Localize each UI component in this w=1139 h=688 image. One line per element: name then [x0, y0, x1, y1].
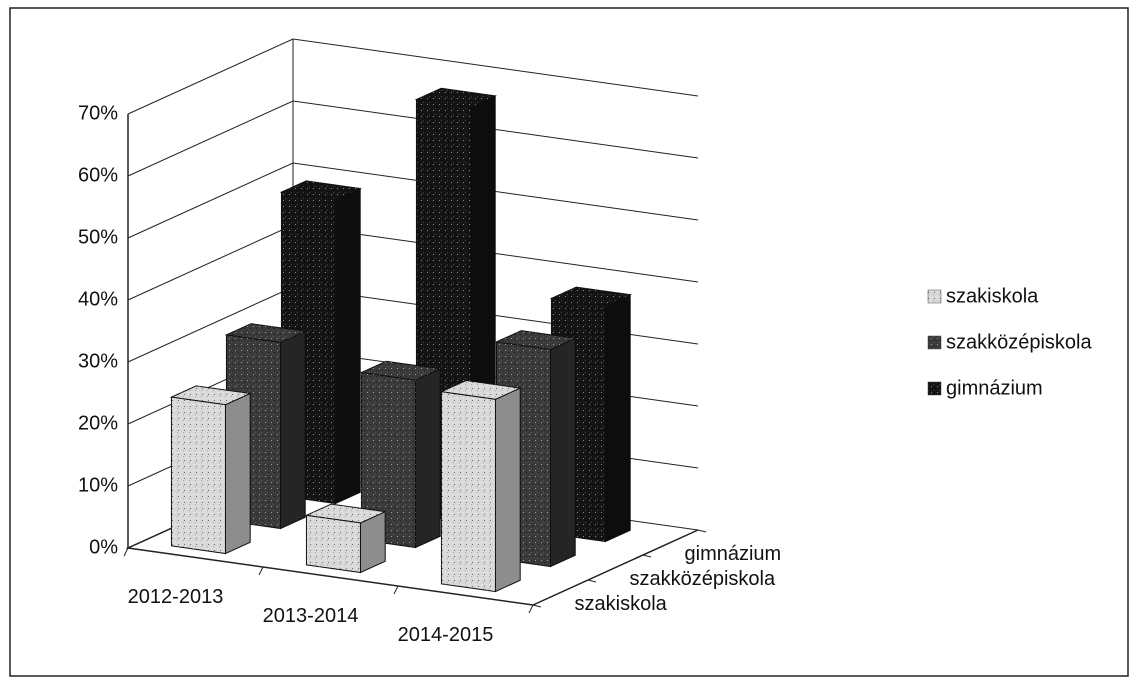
x-tick	[528, 604, 534, 614]
bar-front-pattern	[171, 397, 226, 554]
y-tick-label: 50%	[78, 226, 118, 248]
depth-tick	[697, 529, 707, 533]
x-tick-label: 2013-2014	[263, 605, 359, 627]
bar-side-shade	[280, 331, 306, 529]
x-tick	[393, 585, 399, 595]
bar-top-pattern	[551, 287, 631, 306]
y-tick-label: 70%	[78, 102, 118, 124]
legend-label: szakközépiskola	[946, 331, 1093, 353]
bar	[304, 503, 387, 574]
legend-swatch-pattern	[928, 382, 941, 395]
bar-top-pattern	[226, 323, 306, 343]
depth-tick-label: gimnázium	[685, 543, 782, 565]
bar-top-pattern	[281, 180, 361, 200]
bar-front-pattern	[361, 372, 416, 548]
y-tick-label: 60%	[78, 164, 118, 186]
y-tick-label: 30%	[78, 350, 118, 372]
bar-side-shade	[225, 393, 251, 554]
depth-tick	[532, 604, 542, 608]
x-tick-label: 2014-2015	[398, 624, 494, 646]
depth-tick	[587, 579, 597, 583]
bar	[359, 360, 442, 549]
bar-top-pattern	[306, 504, 386, 523]
bar-top-pattern	[441, 380, 521, 400]
legend-label: gimnázium	[946, 377, 1043, 399]
y-tick-label: 40%	[78, 288, 118, 310]
bar-top-pattern	[171, 385, 251, 405]
bar-top-pattern	[416, 88, 496, 108]
grid-line	[127, 100, 699, 177]
depth-tick-label: szakközépiskola	[630, 568, 777, 590]
bar-front-pattern	[441, 391, 496, 592]
legend-label: szakiskola	[946, 285, 1039, 307]
bar-side-shade	[495, 388, 521, 592]
bar-side-shade	[360, 511, 386, 573]
x-tick-label: 2012-2013	[128, 586, 224, 608]
y-tick-label: 20%	[78, 412, 118, 434]
bar-top-pattern	[496, 330, 576, 350]
bar-top-pattern	[361, 361, 441, 381]
y-tick-label: 0%	[89, 536, 118, 558]
depth-tick-label: szakiskola	[575, 593, 668, 615]
grid-line	[127, 38, 699, 115]
legend-swatch-pattern	[928, 290, 941, 303]
legend-swatch-pattern	[928, 336, 941, 349]
grid-line	[127, 162, 699, 239]
depth-tick	[642, 554, 652, 558]
x-tick	[123, 547, 129, 557]
bar	[439, 379, 522, 593]
bar-side-shade	[605, 294, 631, 542]
bar-front-pattern	[306, 515, 361, 573]
bar-side-shade	[415, 368, 441, 548]
bar-side-shade	[335, 188, 361, 504]
chart-frame	[9, 7, 1129, 677]
x-tick	[258, 566, 264, 576]
grid-line	[127, 224, 699, 301]
bar	[169, 385, 252, 555]
y-tick-label: 10%	[78, 474, 118, 496]
bar-side-shade	[550, 338, 576, 567]
